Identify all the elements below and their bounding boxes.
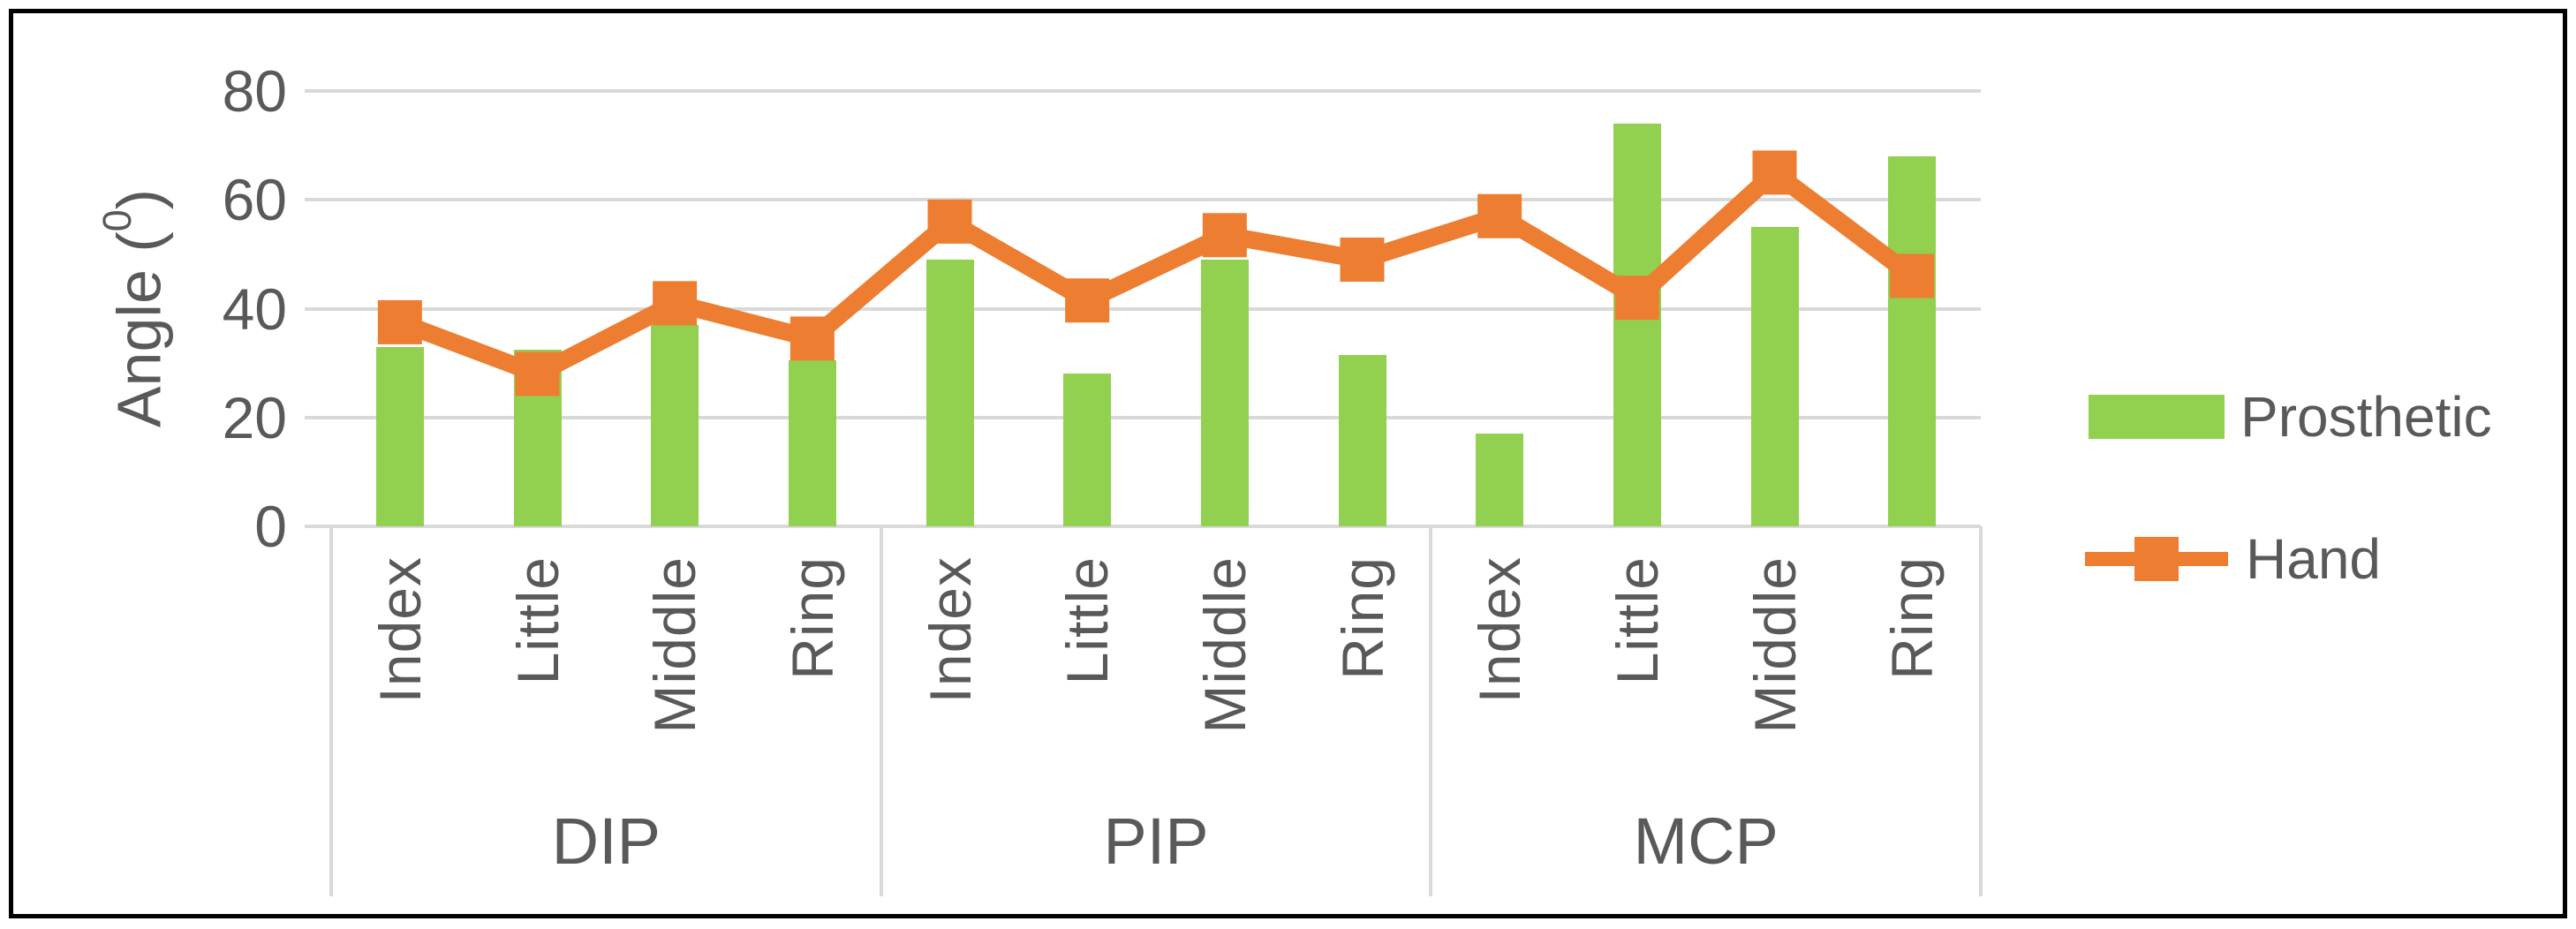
hand-marker	[515, 351, 560, 397]
x-category-cell: Little	[1568, 556, 1706, 804]
gridline	[331, 198, 1981, 202]
y-axis-title-superscript: 0	[94, 209, 140, 232]
category-separator	[879, 526, 883, 896]
prosthetic-bar	[1338, 354, 1386, 526]
prosthetic-bar	[1200, 260, 1249, 526]
hand-marker	[1477, 193, 1522, 238]
x-category-label: Ring	[779, 556, 845, 680]
hand-marker	[1890, 253, 1935, 298]
y-tick-mark	[305, 415, 331, 419]
x-category-label: Ring	[1329, 556, 1395, 680]
x-category-cell: Little	[469, 556, 607, 804]
chart-border-frame	[9, 9, 2567, 918]
y-tick-mark	[305, 306, 331, 311]
x-category-cell: Index	[331, 556, 469, 804]
x-category-cell: Index	[1431, 556, 1568, 804]
hand-marker	[1752, 150, 1797, 195]
category-separator	[1429, 526, 1433, 896]
x-category-cell: Middle	[606, 556, 744, 804]
x-category-label: Middle	[642, 556, 708, 734]
prosthetic-bar	[375, 346, 424, 526]
x-category-label: Little	[504, 556, 570, 685]
x-category-cell: Ring	[1294, 556, 1432, 804]
gridline	[331, 89, 1981, 93]
prosthetic-bar	[925, 260, 974, 526]
x-category-cell: Index	[881, 556, 1019, 804]
legend-hand-label: Hand	[2246, 527, 2381, 591]
category-separator	[1979, 526, 1983, 896]
x-category-label: Middle	[1741, 556, 1808, 734]
hand-marker	[1202, 213, 1247, 258]
x-category-cell: Ring	[744, 556, 881, 804]
x-category-label: Middle	[1191, 556, 1258, 734]
hand-line	[397, 161, 1918, 384]
x-category-cell: Ring	[1843, 556, 1981, 804]
x-group-label: PIP	[1103, 804, 1209, 878]
x-category-label: Little	[1604, 556, 1670, 685]
x-category-label: Little	[1054, 556, 1121, 685]
x-category-label: Index	[1467, 556, 1533, 704]
x-category-cell: Middle	[1706, 556, 1844, 804]
x-category-cell: Little	[1018, 556, 1156, 804]
hand-marker	[1340, 238, 1385, 283]
y-tick-label: 80	[222, 58, 287, 124]
prosthetic-bar	[1888, 155, 1937, 526]
x-category-label: Index	[917, 556, 983, 704]
x-category-label: Index	[366, 556, 433, 704]
y-tick-mark	[305, 525, 331, 528]
y-tick-mark	[305, 89, 331, 93]
y-tick-label: 0	[254, 494, 287, 559]
gridline	[331, 306, 1981, 311]
prosthetic-bar	[1476, 434, 1524, 526]
legend-prosthetic-label: Prosthetic	[2240, 385, 2492, 449]
hand-marker	[377, 299, 422, 344]
x-category-label: Ring	[1879, 556, 1945, 680]
gridline	[331, 415, 1981, 419]
y-tick-label: 20	[222, 384, 287, 450]
prosthetic-bar	[1750, 227, 1799, 526]
hand-marker	[927, 199, 972, 244]
x-category-labels: Index Little Middle Ring Index Little Middle Ri…	[331, 556, 1981, 804]
hand-marker	[789, 316, 835, 361]
x-category-cell: Middle	[1156, 556, 1294, 804]
y-tick-mark	[305, 198, 331, 202]
hand-marker	[653, 281, 698, 326]
y-tick-label: 40	[222, 276, 287, 342]
category-separator	[329, 526, 333, 896]
x-group-label: MCP	[1633, 804, 1779, 878]
x-group-label: DIP	[551, 804, 661, 878]
prosthetic-bar	[1063, 374, 1112, 526]
x-axis-line	[331, 525, 1981, 528]
prosthetic-bar	[651, 324, 699, 526]
y-tick-label: 60	[222, 167, 287, 233]
hand-line-layer	[331, 91, 1981, 526]
hand-marker	[1065, 278, 1110, 323]
prosthetic-bar	[788, 360, 836, 526]
legend-prosthetic-swatch	[2089, 395, 2225, 439]
prosthetic-bar	[1613, 123, 1661, 526]
x-group-labels: DIP PIP MCP	[331, 790, 1981, 892]
hand-marker	[1614, 276, 1659, 321]
legend-hand-marker	[2134, 537, 2179, 581]
